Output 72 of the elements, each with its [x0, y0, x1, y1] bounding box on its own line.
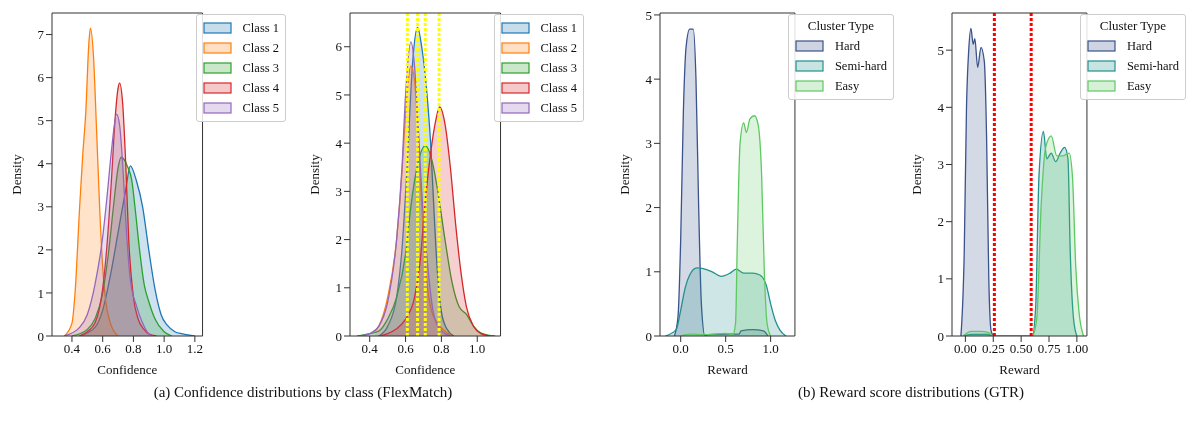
y-tick-label: 0 [37, 328, 44, 344]
legend-label: Hard [834, 38, 860, 54]
legend-label: Class 2 [540, 40, 577, 56]
x-tick-label: 0.6 [397, 341, 415, 357]
y-tick-label: 1 [937, 271, 944, 287]
text: (b) Reward score distributions (GTR) [797, 384, 1025, 401]
x-axis-title: Reward [999, 362, 1041, 377]
y-axis-title: Density [306, 153, 322, 195]
x-tick-label: 0.0 [672, 341, 689, 357]
x-tick-label: 0.8 [125, 341, 142, 357]
x-tick-label: 0.4 [361, 341, 379, 357]
x-axis-title: Confidence [395, 362, 456, 377]
y-tick-label: 3 [645, 135, 652, 151]
y-tick-label: 4 [645, 71, 653, 87]
y-tick-label: 7 [37, 27, 45, 43]
y-tick-label: 3 [335, 183, 342, 199]
legend-label: Class 3 [242, 60, 279, 76]
legend-label: Class 4 [242, 80, 279, 96]
x-axis-title: Reward [707, 362, 749, 377]
y-tick-label: 5 [937, 42, 944, 58]
legend-title: Cluster Type [1098, 18, 1168, 34]
legend-label: Hard [1126, 38, 1152, 54]
legend-label: Class 3 [540, 60, 577, 76]
legend-label: Class 4 [540, 80, 577, 96]
y-tick-label: 0 [645, 328, 652, 344]
x-tick-label: 0.8 [433, 341, 450, 357]
y-tick-label: 6 [335, 39, 343, 55]
legend-label: Class 5 [242, 100, 279, 116]
legend-title: Cluster Type [806, 18, 876, 34]
y-tick-label: 2 [937, 214, 944, 230]
legend-label: Class 1 [242, 20, 279, 36]
x-tick-label: 0.4 [63, 341, 81, 357]
x-tick-label: 0.50 [1009, 341, 1033, 357]
x-tick-label: 1.0 [762, 341, 779, 357]
y-axis-title: Density [8, 153, 24, 195]
y-tick-label: 1 [37, 285, 44, 301]
x-tick-label: 0.5 [717, 341, 734, 357]
y-tick-label: 3 [937, 157, 944, 173]
y-tick-label: 0 [937, 328, 944, 344]
y-tick-label: 2 [37, 242, 44, 258]
y-tick-label: 5 [645, 7, 652, 23]
legend-label: Semi-hard [1126, 58, 1179, 74]
x-tick-label: 0.6 [94, 341, 112, 357]
legend-label: Easy [1126, 78, 1152, 94]
legend-label: Class 2 [242, 40, 279, 56]
y-tick-label: 5 [335, 87, 342, 103]
x-tick-label: 0.25 [981, 341, 1005, 357]
x-axis-title: Confidence [97, 362, 158, 377]
y-tick-label: 1 [645, 264, 652, 280]
y-tick-label: 4 [335, 135, 343, 151]
x-tick-label: 1.2 [186, 341, 203, 357]
y-tick-label: 5 [37, 113, 44, 129]
x-tick-label: 1.0 [156, 341, 173, 357]
text: (a) Confidence distributions by class (FlexMatch) [152, 384, 454, 401]
legend-label: Class 1 [540, 20, 577, 36]
x-tick-label: 0.75 [1037, 341, 1061, 357]
y-axis-title: Density [616, 153, 632, 195]
y-tick-label: 3 [37, 199, 44, 215]
y-tick-label: 4 [37, 156, 45, 172]
y-tick-label: 0 [335, 328, 342, 344]
y-axis-title: Density [908, 153, 924, 195]
y-tick-label: 2 [645, 200, 652, 216]
y-tick-label: 2 [335, 232, 342, 248]
y-tick-label: 1 [335, 280, 342, 296]
x-tick-label: 1.0 [469, 341, 486, 357]
legend-label: Semi-hard [834, 58, 887, 74]
legend-label: Class 5 [540, 100, 577, 116]
legend-label: Easy [834, 78, 860, 94]
y-tick-label: 6 [37, 70, 45, 86]
x-tick-label: 1.00 [1065, 341, 1089, 357]
y-tick-label: 4 [937, 99, 945, 115]
x-tick-label: 0.00 [954, 341, 977, 357]
